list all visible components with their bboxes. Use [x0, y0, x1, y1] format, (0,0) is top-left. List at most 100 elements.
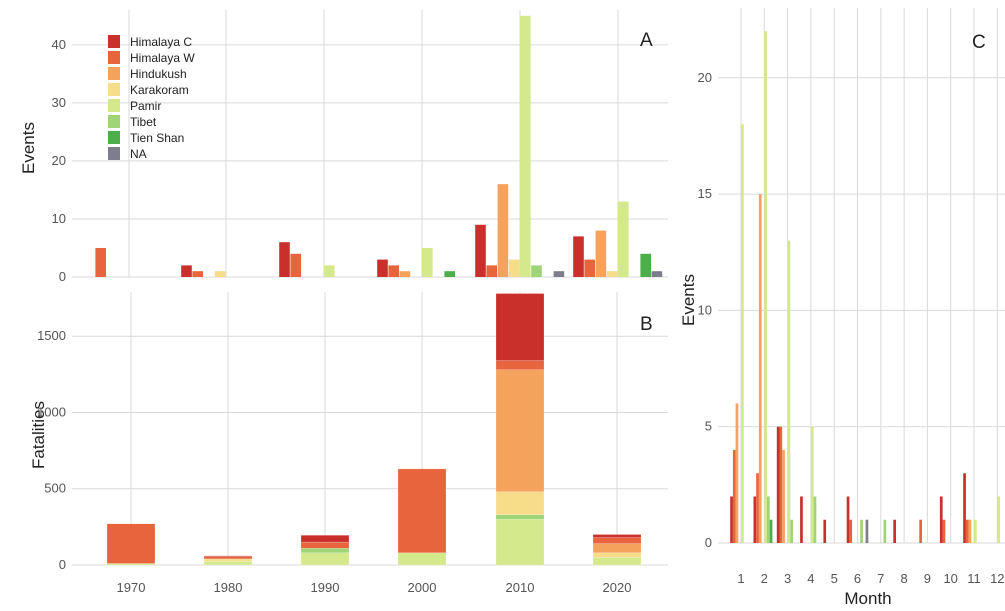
bar	[508, 259, 520, 277]
y-tick-label: 20	[52, 153, 66, 168]
bar	[595, 230, 607, 277]
stacked-bar-segment	[592, 543, 642, 553]
y-tick-label: 20	[698, 70, 712, 85]
y-tick-label: 40	[52, 37, 66, 52]
bar	[997, 496, 1000, 543]
bar	[486, 265, 497, 277]
stacked-bar-segment	[106, 523, 156, 564]
bar	[790, 519, 793, 543]
y-tick-label: 1000	[37, 404, 66, 419]
stacked-bar-segment	[495, 491, 545, 515]
stacked-bar-segment	[203, 558, 253, 562]
bar	[865, 519, 869, 543]
bar	[181, 265, 192, 277]
stacked-bar-segment	[592, 537, 642, 544]
x-tick-label: 6	[854, 571, 861, 586]
legend-swatch	[108, 51, 120, 64]
bar	[741, 124, 744, 543]
legend-label: Tien Shan	[130, 131, 184, 145]
x-tick-label: 1970	[117, 580, 146, 595]
bar	[756, 473, 759, 543]
bar	[732, 449, 736, 543]
bar	[324, 265, 335, 277]
bar	[192, 271, 203, 277]
x-tick-label: 4	[807, 571, 814, 586]
bar	[279, 242, 290, 277]
bar	[475, 224, 486, 277]
bar	[939, 496, 943, 543]
stacked-bar-segment	[203, 560, 253, 566]
bar	[767, 496, 770, 543]
bar	[883, 519, 887, 543]
x-tick-label: 12	[990, 571, 1004, 586]
y-tick-label: 30	[52, 95, 66, 110]
bar	[422, 247, 433, 277]
bar	[963, 473, 966, 543]
x-tick-label: 2	[761, 571, 768, 586]
legend-label: NA	[130, 147, 147, 161]
bar	[290, 253, 301, 277]
x-tick-label: 2020	[603, 580, 632, 595]
stacked-bar-segment	[203, 556, 253, 560]
x-tick-label: 1990	[311, 580, 340, 595]
bar	[444, 271, 455, 277]
panel-a: 0 10 20 30 40 Events A Himalaya C Himalaya W Hind…	[19, 10, 668, 284]
stacked-bar-segment	[495, 360, 545, 370]
stacked-bar-segment	[495, 293, 545, 361]
bar	[651, 271, 663, 277]
legend-swatch	[108, 35, 120, 48]
legend-swatch	[108, 83, 120, 96]
bar	[730, 496, 733, 543]
stacked-bar-segment	[106, 563, 156, 566]
y-tick-label: 10	[52, 211, 66, 226]
panel-b: 0 500 1000 1500 1970 1980 1990 2000 2010 2020 Fata…	[29, 292, 668, 595]
stacked-bar-segment	[397, 552, 447, 566]
bar	[846, 496, 850, 543]
y-axis-label: Events	[19, 122, 38, 174]
stacked-bar-segment	[495, 519, 545, 566]
bar	[553, 271, 565, 277]
legend: Himalaya C Himalaya W Hindukush Karakoram Pa…	[108, 35, 195, 161]
stacked-bar-segment	[592, 557, 642, 566]
bar	[618, 201, 629, 277]
stacked-bar-segment	[397, 468, 447, 553]
bar	[823, 519, 827, 543]
x-tick-label: 1980	[214, 580, 243, 595]
bar	[399, 271, 411, 277]
x-axis-label: Month	[844, 589, 891, 608]
y-tick-label: 10	[698, 302, 712, 317]
bar	[573, 236, 584, 277]
stacked-bar-segment	[300, 541, 350, 549]
legend-label: Karakoram	[130, 83, 189, 97]
y-tick-label: 0	[59, 269, 66, 284]
bar	[787, 240, 791, 543]
bar	[388, 265, 399, 277]
panel-label-b: B	[640, 314, 653, 335]
y-tick-label: 15	[698, 186, 712, 201]
legend-label: Hindukush	[130, 67, 187, 81]
bar	[520, 15, 531, 277]
bar	[735, 403, 739, 543]
x-tick-label: 2000	[408, 580, 437, 595]
y-tick-label: 0	[59, 557, 66, 572]
bar	[849, 519, 853, 543]
x-tick-label: 11	[967, 571, 981, 586]
legend-label: Himalaya C	[130, 35, 192, 49]
legend-swatch	[108, 67, 120, 80]
y-axis-label: Fatalities	[29, 401, 48, 469]
legend-swatch	[108, 99, 120, 112]
stacked-bar-segment	[592, 552, 642, 558]
legend-label: Himalaya W	[130, 51, 195, 65]
legend-label: Tibet	[130, 115, 157, 129]
bar	[584, 259, 595, 277]
stacked-bar-segment	[203, 555, 253, 557]
stacked-bar-segment	[300, 548, 350, 553]
stacked-bar-segment	[300, 552, 350, 566]
stacked-bar-segment	[495, 369, 545, 492]
stacked-bar-segment	[592, 534, 642, 538]
bar	[974, 519, 977, 543]
legend-label: Pamir	[130, 99, 161, 113]
legend-swatch	[108, 131, 120, 144]
bar	[860, 519, 863, 543]
